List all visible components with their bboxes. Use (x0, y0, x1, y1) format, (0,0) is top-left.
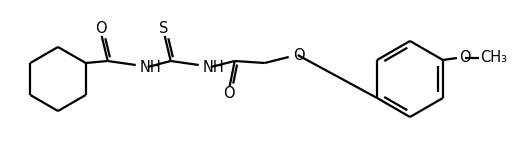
Text: O: O (459, 49, 470, 65)
Text: S: S (159, 20, 168, 36)
Text: CH₃: CH₃ (480, 49, 507, 65)
Text: O: O (293, 47, 304, 63)
Text: NH: NH (140, 59, 162, 75)
Text: O: O (95, 20, 107, 36)
Text: O: O (223, 87, 234, 101)
Text: NH: NH (203, 59, 224, 75)
